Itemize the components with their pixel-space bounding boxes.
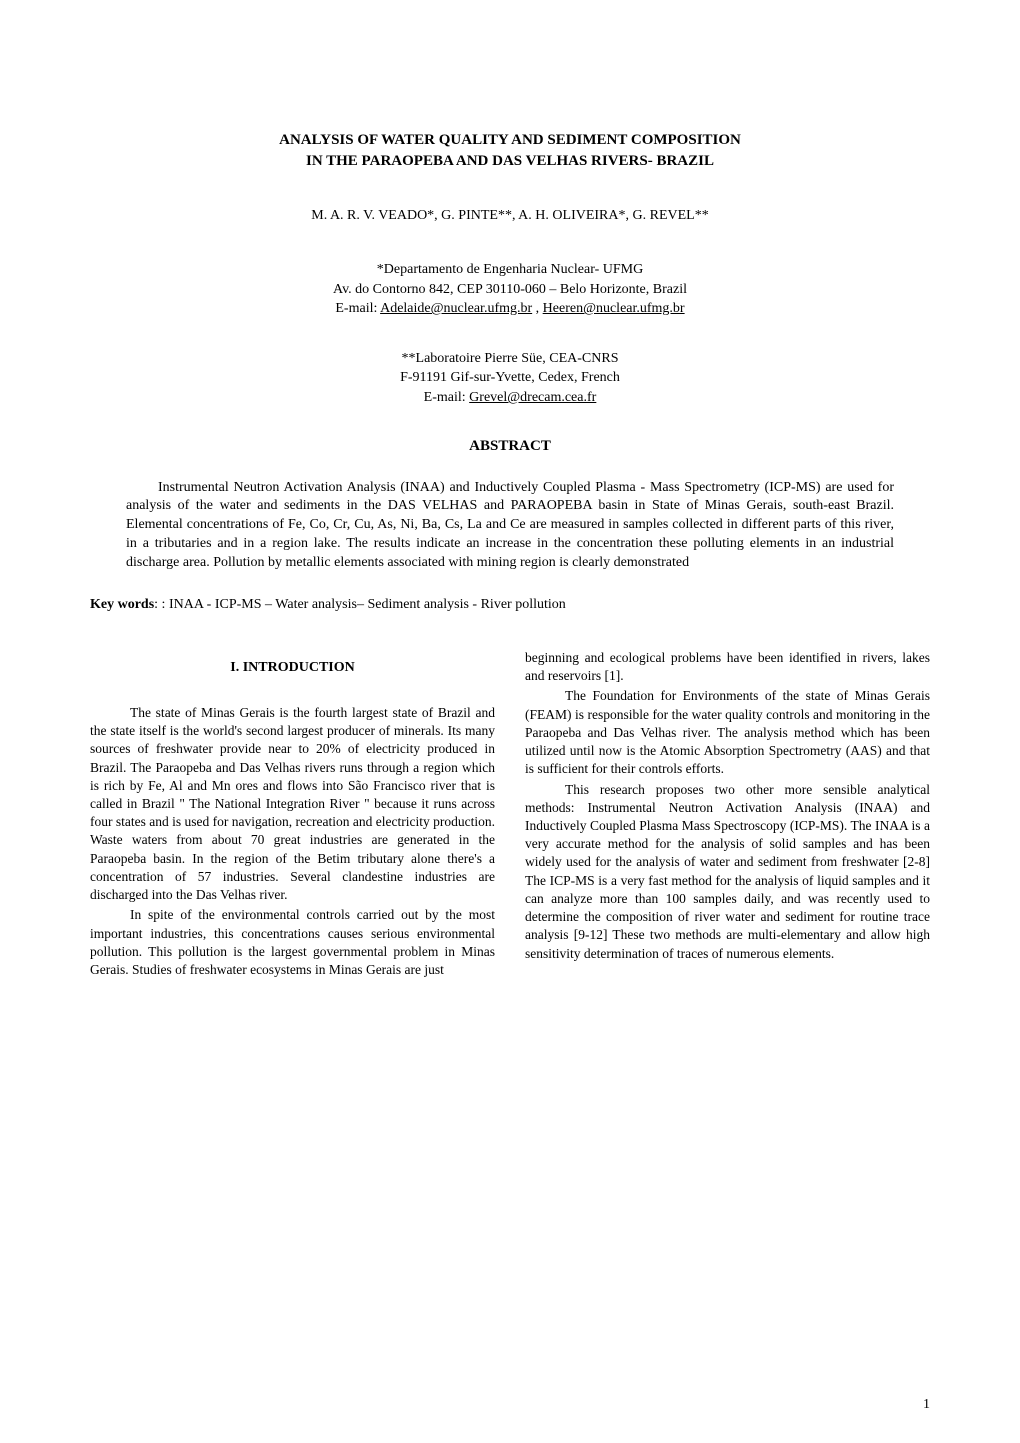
right-para-1: beginning and ecological problems have b… [525, 649, 930, 685]
left-para-1: The state of Minas Gerais is the fourth … [90, 704, 495, 904]
left-column: I. INTRODUCTION The state of Minas Gerai… [90, 649, 495, 981]
affiliation-2-line-2: F-91191 Gif-sur-Yvette, Cedex, French [400, 370, 620, 385]
page-number: 1 [923, 1397, 930, 1413]
two-column-body: I. INTRODUCTION The state of Minas Gerai… [90, 649, 930, 981]
affiliation-1-email-sep: , [532, 301, 543, 316]
affiliation-2-email-prefix: E-mail: [424, 390, 470, 405]
title-line-1: ANALYSIS OF WATER QUALITY AND SEDIMENT C… [279, 132, 741, 148]
affiliation-2-email-1: Grevel@drecam.cea.fr [469, 390, 596, 405]
paper-title: ANALYSIS OF WATER QUALITY AND SEDIMENT C… [90, 130, 930, 172]
affiliation-1: *Departamento de Engenharia Nuclear- UFM… [90, 260, 930, 319]
keywords-text: : : INAA - ICP-MS – Water analysis– Sedi… [154, 597, 566, 612]
affiliation-1-email-2: Heeren@nuclear.ufmg.br [543, 301, 685, 316]
affiliation-1-email-1: Adelaide@nuclear.ufmg.br [380, 301, 532, 316]
left-para-2: In spite of the environmental controls c… [90, 906, 495, 979]
affiliation-1-line-2: Av. do Contorno 842, CEP 30110-060 – Bel… [333, 282, 687, 297]
right-para-2: The Foundation for Environments of the s… [525, 687, 930, 778]
affiliation-1-email-prefix: E-mail: [335, 301, 380, 316]
affiliation-1-line-1: *Departamento de Engenharia Nuclear- UFM… [377, 262, 643, 277]
section-heading-introduction: I. INTRODUCTION [90, 659, 495, 678]
keywords: Key words: : INAA - ICP-MS – Water analy… [90, 597, 930, 613]
right-column: beginning and ecological problems have b… [525, 649, 930, 981]
keywords-label: Key words [90, 597, 154, 612]
title-line-2: IN THE PARAOPEBA AND DAS VELHAS RIVERS- … [306, 153, 714, 169]
abstract-heading: ABSTRACT [90, 438, 930, 455]
affiliation-2-line-1: **Laboratoire Pierre Süe, CEA-CNRS [402, 351, 619, 366]
affiliation-2: **Laboratoire Pierre Süe, CEA-CNRS F-911… [90, 349, 930, 408]
abstract-body: Instrumental Neutron Activation Analysis… [126, 479, 894, 573]
right-para-3: This research proposes two other more se… [525, 781, 930, 963]
authors: M. A. R. V. VEADO*, G. PINTE**, A. H. OL… [90, 208, 930, 224]
